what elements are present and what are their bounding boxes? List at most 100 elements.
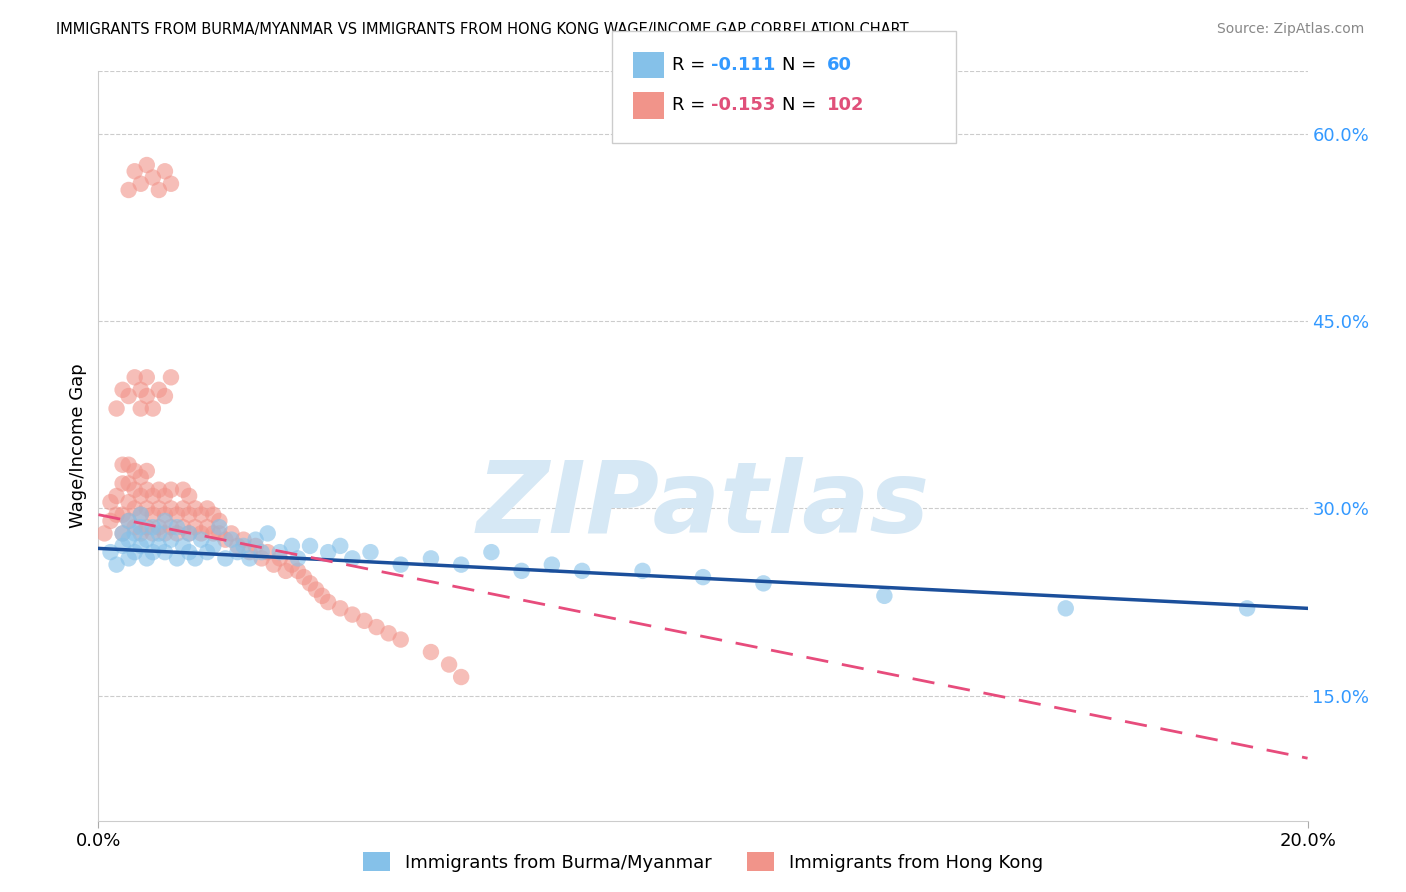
Point xyxy=(135,158,157,172)
Text: IMMIGRANTS FROM BURMA/MYANMAR VS IMMIGRANTS FROM HONG KONG WAGE/INCOME GAP CORRE: IMMIGRANTS FROM BURMA/MYANMAR VS IMMIGRA… xyxy=(56,22,908,37)
Point xyxy=(329,601,352,615)
Point xyxy=(631,564,654,578)
Point xyxy=(287,564,309,578)
Point xyxy=(239,551,262,566)
Text: Source: ZipAtlas.com: Source: ZipAtlas.com xyxy=(1216,22,1364,37)
Point xyxy=(1236,601,1258,615)
Point xyxy=(269,551,291,566)
Point xyxy=(111,383,134,397)
Point xyxy=(153,508,176,522)
Point xyxy=(124,526,146,541)
Point xyxy=(148,383,170,397)
Point xyxy=(142,401,165,416)
Point xyxy=(111,476,134,491)
Point xyxy=(148,483,170,497)
Point xyxy=(389,632,412,647)
Point xyxy=(129,539,152,553)
Point xyxy=(292,570,315,584)
Point xyxy=(202,508,225,522)
Point xyxy=(226,539,249,553)
Point xyxy=(299,539,322,553)
Point xyxy=(129,489,152,503)
Point xyxy=(214,533,236,547)
Point xyxy=(366,620,388,634)
Legend: Immigrants from Burma/Myanmar, Immigrants from Hong Kong: Immigrants from Burma/Myanmar, Immigrant… xyxy=(356,846,1050,879)
Point xyxy=(135,464,157,478)
Point xyxy=(124,370,146,384)
Point xyxy=(166,508,188,522)
Point xyxy=(129,177,152,191)
Point xyxy=(100,514,122,528)
Point xyxy=(873,589,896,603)
Point xyxy=(142,526,165,541)
Point xyxy=(195,545,218,559)
Point xyxy=(142,508,165,522)
Point xyxy=(316,545,339,559)
Point xyxy=(160,370,183,384)
Point xyxy=(179,545,201,559)
Point xyxy=(281,558,304,572)
Point xyxy=(166,526,188,541)
Point xyxy=(214,551,236,566)
Point xyxy=(93,526,115,541)
Point xyxy=(153,545,176,559)
Text: 60: 60 xyxy=(827,56,852,74)
Point xyxy=(124,545,146,559)
Point xyxy=(124,483,146,497)
Point xyxy=(208,514,231,528)
Point xyxy=(129,526,152,541)
Point xyxy=(1054,601,1077,615)
Point xyxy=(274,564,297,578)
Point xyxy=(299,576,322,591)
Point xyxy=(172,539,194,553)
Point xyxy=(129,470,152,484)
Point xyxy=(179,508,201,522)
Point xyxy=(129,520,152,534)
Point xyxy=(129,401,152,416)
Point xyxy=(118,533,141,547)
Point xyxy=(105,489,128,503)
Text: -0.153: -0.153 xyxy=(711,96,776,114)
Point xyxy=(437,657,460,672)
Point xyxy=(148,526,170,541)
Point xyxy=(420,645,443,659)
Point xyxy=(232,533,254,547)
Point xyxy=(179,526,201,541)
Point xyxy=(160,501,183,516)
Point xyxy=(481,545,503,559)
Point xyxy=(111,458,134,472)
Point xyxy=(160,177,183,191)
Point xyxy=(353,614,375,628)
Text: ZIPatlas: ZIPatlas xyxy=(477,458,929,555)
Point xyxy=(105,558,128,572)
Point xyxy=(100,495,122,509)
Point xyxy=(221,526,243,541)
Text: R =: R = xyxy=(672,96,711,114)
Point xyxy=(111,526,134,541)
Point xyxy=(184,501,207,516)
Point xyxy=(153,514,176,528)
Text: R =: R = xyxy=(672,56,711,74)
Point xyxy=(329,539,352,553)
Point xyxy=(226,545,249,559)
Point xyxy=(124,164,146,178)
Point xyxy=(420,551,443,566)
Point xyxy=(692,570,714,584)
Point xyxy=(142,489,165,503)
Point xyxy=(389,558,412,572)
Point xyxy=(179,489,201,503)
Point xyxy=(540,558,562,572)
Point xyxy=(190,508,212,522)
Point xyxy=(135,520,157,534)
Point xyxy=(245,533,267,547)
Point xyxy=(135,483,157,497)
Point xyxy=(250,551,273,566)
Point xyxy=(118,183,141,197)
Point xyxy=(129,383,152,397)
Point xyxy=(221,533,243,547)
Point xyxy=(135,533,157,547)
Point xyxy=(118,495,141,509)
Point xyxy=(571,564,593,578)
Point xyxy=(118,514,141,528)
Point xyxy=(153,489,176,503)
